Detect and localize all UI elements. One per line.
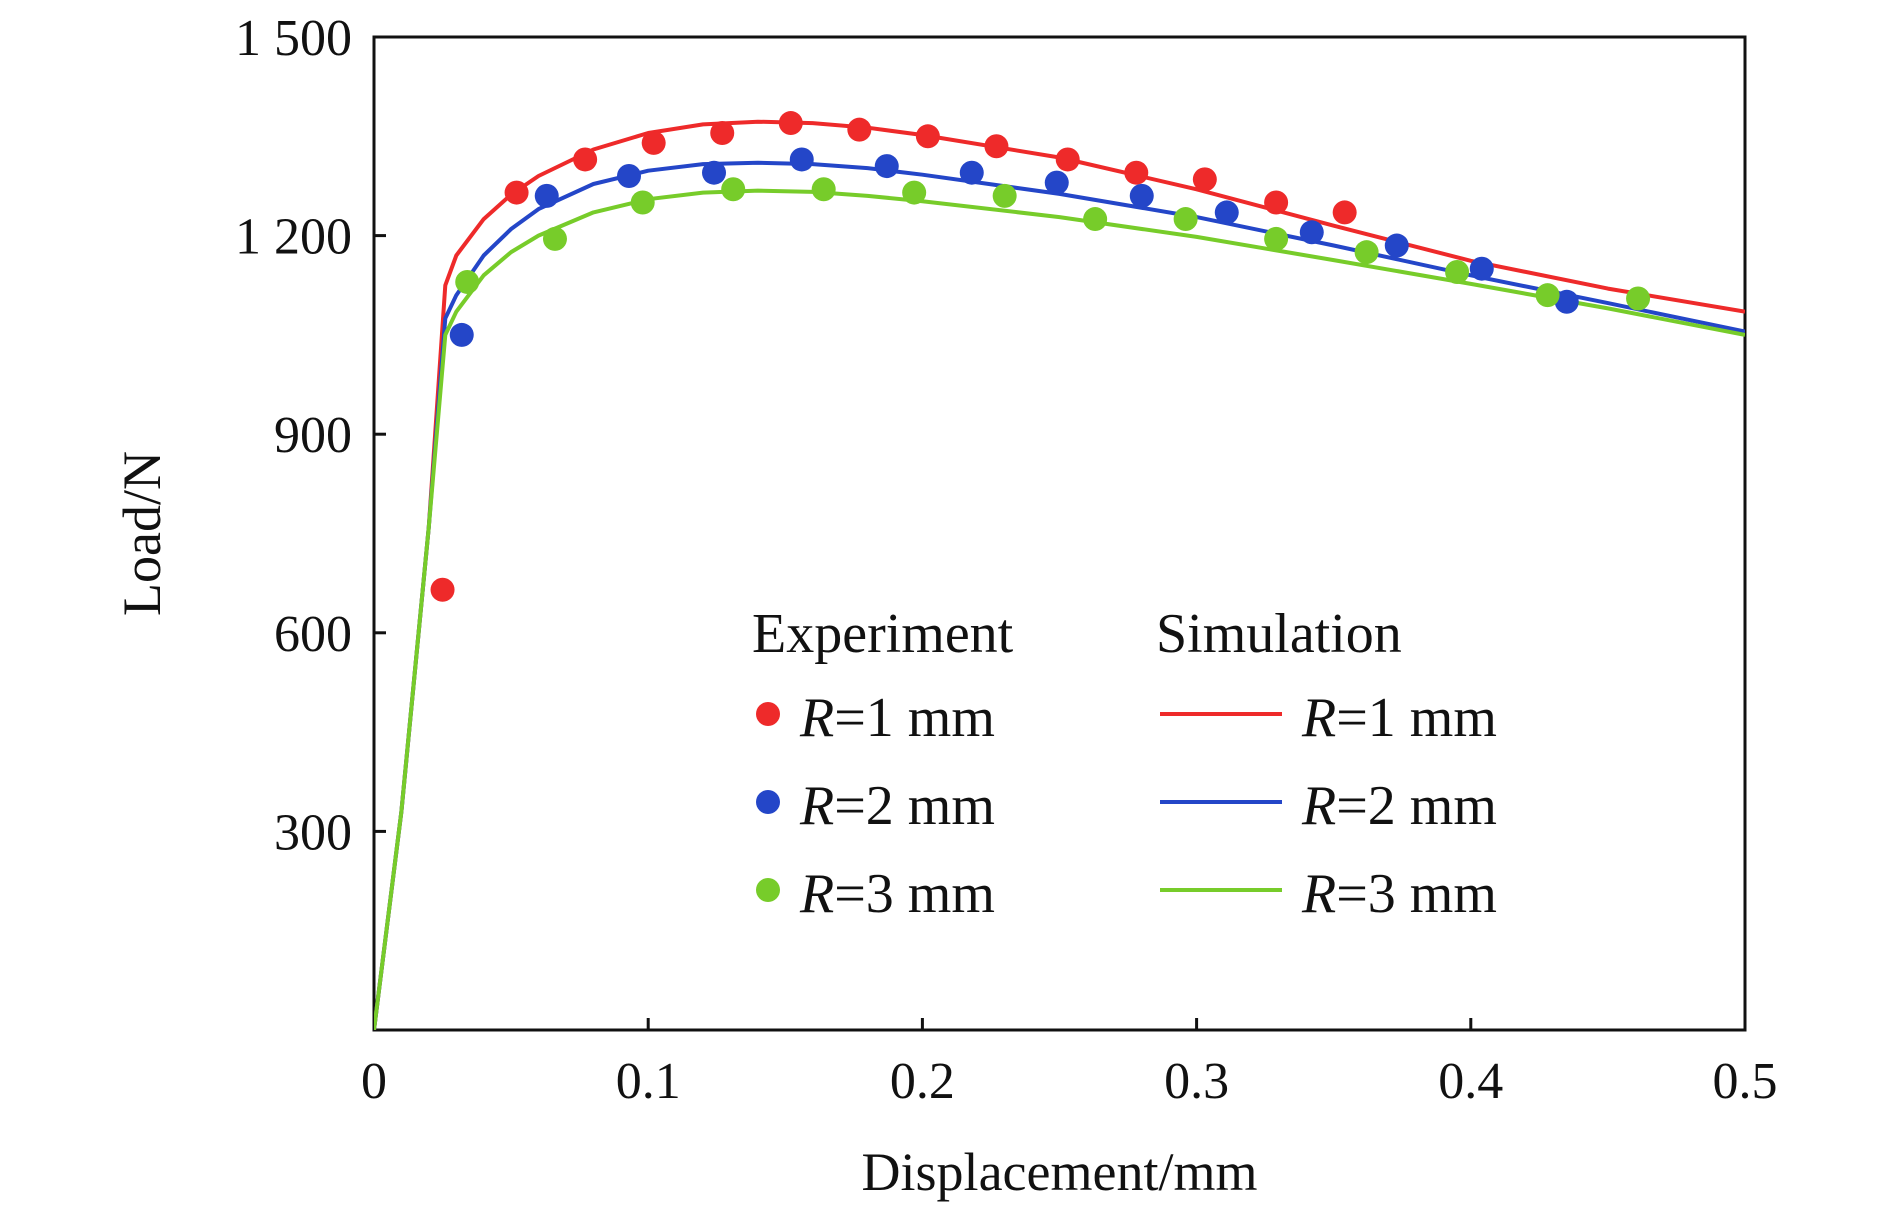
experiment-point-r-3-mm: [1354, 240, 1379, 265]
legend-label-italic-part: R: [1301, 863, 1336, 925]
experiment-point-r-2-mm: [1299, 220, 1324, 245]
legend-label-experiment-r-2-mm: R=2 mm: [799, 775, 995, 837]
x-axis-title: Displacement/mm: [862, 1142, 1258, 1202]
experiment-point-r-3-mm: [992, 183, 1017, 208]
legend-marker-experiment-r-3-mm: [756, 878, 780, 902]
experiment-point-r-2-mm: [959, 160, 984, 185]
legend-marker-experiment-r-1-mm: [756, 702, 780, 726]
legend-heading-experiment: Experiment: [752, 603, 1014, 665]
legend-label-value-part: =1 mm: [1336, 687, 1497, 749]
experiment-point-r-3-mm: [1445, 260, 1470, 285]
legend-label-experiment-r-3-mm: R=3 mm: [799, 863, 995, 925]
experiment-point-r-2-mm: [1214, 200, 1239, 225]
y-tick-label: 900: [274, 407, 352, 464]
legend-heading-simulation: Simulation: [1156, 603, 1402, 665]
experiment-point-r-1-mm: [504, 180, 529, 205]
x-tick-label: 0.2: [890, 1053, 955, 1110]
experiment-point-r-2-mm: [1469, 256, 1494, 281]
experiment-point-r-3-mm: [1083, 207, 1108, 232]
experiment-point-r-1-mm: [573, 147, 598, 172]
experiment-point-r-2-mm: [617, 164, 642, 189]
y-axis-title: Load/N: [112, 451, 172, 616]
experiment-point-r-2-mm: [789, 147, 814, 172]
legend-label-value-part: =2 mm: [1336, 775, 1497, 837]
experiment-point-r-1-mm: [430, 577, 455, 602]
experiment-point-r-2-mm: [1129, 183, 1154, 208]
experiment-point-r-1-mm: [1332, 200, 1357, 225]
axes-layer: 0 0.1 0.2 0.3 0.4 0.5 300 600 900 1 200 1 500 Displ…: [112, 10, 1778, 1202]
x-tick-label: 0.3: [1164, 1053, 1229, 1110]
legend-label-experiment-r-1-mm: R=1 mm: [799, 687, 995, 749]
legend-label-italic-part: R: [799, 863, 834, 925]
legend-label-italic-part: R: [799, 775, 834, 837]
experiment-point-r-3-mm: [630, 190, 655, 215]
experiment-point-r-3-mm: [455, 269, 480, 294]
simulation-lines-layer: [374, 119, 1745, 1030]
legend-label-simulation-r-3-mm: R=3 mm: [1301, 863, 1497, 925]
experiment-point-r-1-mm: [984, 134, 1009, 159]
simulation-line-r-3-mm: [374, 188, 1745, 1030]
experiment-point-r-1-mm: [1264, 190, 1289, 215]
y-tick-label: 1 500: [235, 10, 352, 67]
experiment-point-r-3-mm: [1264, 226, 1289, 251]
legend-label-value-part: =2 mm: [834, 775, 995, 837]
y-tick-label: 600: [274, 606, 352, 663]
experiment-point-r-1-mm: [915, 124, 940, 149]
experiment-point-r-3-mm: [1173, 207, 1198, 232]
simulation-line-r-1-mm: [374, 119, 1745, 1030]
experiment-point-r-2-mm: [874, 154, 899, 179]
experiment-point-r-1-mm: [1124, 160, 1149, 185]
x-tick-label: 0.1: [616, 1053, 681, 1110]
legend-label-value-part: =1 mm: [834, 687, 995, 749]
experiment-point-r-1-mm: [778, 111, 803, 136]
experiment-point-r-3-mm: [811, 177, 836, 202]
experiment-point-r-2-mm: [1554, 289, 1579, 314]
legend-label-simulation-r-1-mm: R=1 mm: [1301, 687, 1497, 749]
y-tick-label: 300: [274, 804, 352, 861]
experiment-point-r-3-mm: [1535, 283, 1560, 308]
experiment-point-r-2-mm: [534, 183, 559, 208]
legend-label-italic-part: R: [799, 687, 834, 749]
legend-marker-experiment-r-2-mm: [756, 790, 780, 814]
x-tick-label: 0: [361, 1053, 387, 1110]
plot-frame: [372, 35, 1747, 1032]
experiment-point-r-1-mm: [1055, 147, 1080, 172]
experiment-point-r-1-mm: [710, 120, 735, 145]
legend-label-value-part: =3 mm: [1336, 863, 1497, 925]
legend-label-italic-part: R: [1301, 687, 1336, 749]
experiment-point-r-2-mm: [1384, 233, 1409, 258]
experiment-point-r-3-mm: [721, 177, 746, 202]
legend-label-simulation-r-2-mm: R=2 mm: [1301, 775, 1497, 837]
simulation-line-r-2-mm: [374, 160, 1745, 1030]
experiment-point-r-2-mm: [1044, 170, 1069, 195]
experiment-points-layer: [430, 111, 1651, 602]
y-tick-label: 1 200: [235, 209, 352, 266]
x-tick-label: 0.4: [1438, 1053, 1503, 1110]
experiment-point-r-1-mm: [1192, 167, 1217, 192]
experiment-point-r-3-mm: [1626, 286, 1651, 311]
experiment-point-r-1-mm: [847, 117, 872, 142]
experiment-point-r-2-mm: [449, 322, 474, 347]
experiment-point-r-2-mm: [702, 160, 727, 185]
legend-label-value-part: =3 mm: [834, 863, 995, 925]
experiment-point-r-1-mm: [641, 130, 666, 155]
experiment-point-r-3-mm: [542, 226, 567, 251]
legend-label-italic-part: R: [1301, 775, 1336, 837]
x-tick-label: 0.5: [1713, 1053, 1778, 1110]
experiment-point-r-3-mm: [902, 180, 927, 205]
